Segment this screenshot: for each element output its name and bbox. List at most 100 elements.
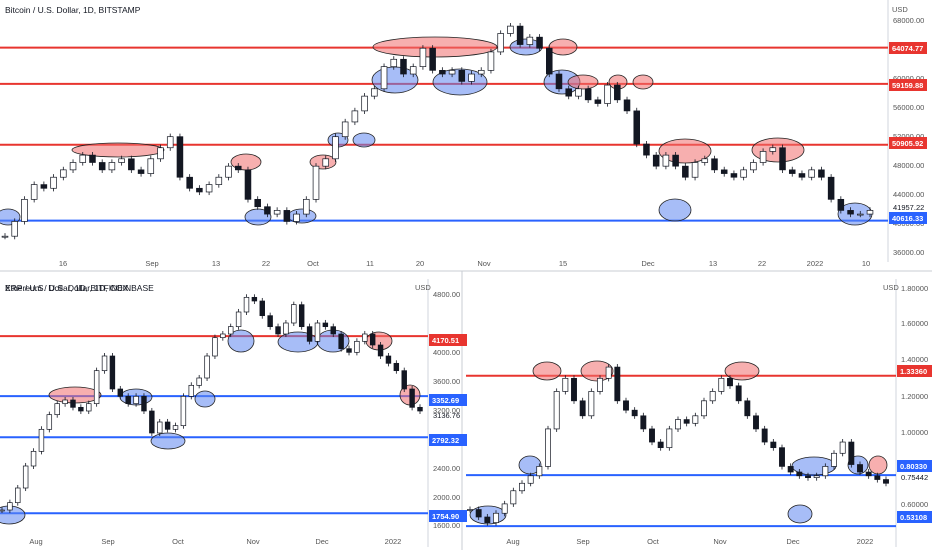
- candle: [293, 213, 300, 222]
- y-tick-label: 1.40000: [901, 355, 928, 364]
- candle: [385, 355, 392, 364]
- y-tick-label: 3600.00: [433, 377, 460, 386]
- y-tick-label: 4800.00: [433, 290, 460, 299]
- currency-label: USD: [892, 5, 908, 14]
- resistance-marker: [71, 142, 165, 158]
- candle: [857, 213, 864, 216]
- candle: [215, 176, 223, 185]
- candle: [761, 428, 768, 443]
- candle: [604, 84, 611, 104]
- y-tick-label: 1.80000: [901, 284, 928, 293]
- candle: [303, 198, 310, 215]
- candle: [212, 337, 218, 357]
- candle: [228, 326, 234, 335]
- candle: [701, 158, 709, 163]
- candle: [11, 221, 18, 237]
- candle: [759, 151, 767, 163]
- candle: [718, 377, 725, 392]
- y-tick-label: 48000.00: [893, 161, 924, 170]
- plot-area: [466, 360, 896, 528]
- x-tick-label: 11: [366, 259, 374, 268]
- chart-title: Ethereum / U.S. Dollar, 1D, COINBASE: [5, 283, 154, 293]
- candle: [205, 184, 213, 193]
- candle: [393, 362, 400, 372]
- candle: [516, 25, 524, 45]
- candle: [89, 154, 96, 163]
- candle: [837, 198, 845, 211]
- candle: [409, 388, 415, 408]
- candle: [314, 322, 321, 342]
- price-label: 41957.22: [893, 203, 924, 212]
- x-tick-label: Oct: [307, 259, 320, 268]
- candle: [417, 406, 423, 412]
- candle: [109, 355, 116, 390]
- x-tick-label: 2022: [857, 537, 874, 546]
- candle: [831, 452, 837, 467]
- candle: [176, 136, 184, 178]
- candle: [98, 162, 106, 171]
- chart-title: XRP / U.S. Dollar, 1D, BITFINEX: [5, 283, 129, 293]
- x-tick-label: Sep: [145, 259, 158, 268]
- candle: [546, 47, 553, 75]
- chart-panel-2: XRP / U.S. Dollar, 1D, BITFINEX USD 1.8000…: [5, 279, 932, 547]
- price-label-box: [429, 434, 467, 446]
- x-tick-label: 22: [262, 259, 270, 268]
- currency-label: USD: [883, 283, 899, 292]
- candle: [493, 512, 499, 523]
- x-tick-label: 20: [416, 259, 424, 268]
- candle: [439, 69, 446, 75]
- candle: [730, 173, 738, 178]
- candle: [683, 419, 690, 424]
- resistance-marker: [632, 74, 654, 90]
- candle: [400, 58, 407, 75]
- candle: [727, 377, 733, 387]
- x-tick-label: Aug: [29, 537, 42, 546]
- candle: [691, 162, 699, 178]
- candle: [186, 176, 193, 189]
- x-tick-label: 10: [862, 259, 870, 268]
- candle: [753, 415, 759, 430]
- candle: [70, 399, 76, 408]
- candle: [750, 162, 757, 171]
- candle: [744, 400, 751, 417]
- resistance-marker: [658, 138, 712, 164]
- candle: [497, 33, 504, 53]
- candle: [22, 465, 29, 489]
- resistance-marker: [532, 361, 562, 381]
- candle: [60, 169, 67, 178]
- candle: [484, 516, 491, 523]
- candle: [369, 333, 376, 346]
- candle: [38, 428, 45, 452]
- candle: [133, 395, 139, 405]
- x-tick-label: Nov: [246, 537, 260, 546]
- candle: [234, 165, 242, 171]
- candle: [291, 304, 297, 324]
- candle: [62, 399, 68, 405]
- candle: [259, 300, 265, 317]
- candle: [519, 482, 525, 492]
- y-tick-label: 44000.00: [893, 190, 924, 199]
- candle: [692, 415, 699, 424]
- candle: [526, 36, 534, 45]
- y-tick-label: 60000.00: [893, 74, 924, 83]
- candle: [69, 162, 77, 171]
- candle: [157, 147, 164, 160]
- price-label: 64074.77: [892, 44, 923, 53]
- candle: [597, 377, 603, 392]
- candle: [614, 84, 621, 101]
- candle: [196, 377, 202, 386]
- price-label: 0.75442: [901, 473, 928, 482]
- price-label-box: [429, 394, 467, 406]
- candle: [93, 370, 100, 405]
- candle: [740, 169, 747, 178]
- chart-panel-0: Bitcoin / U.S. Dollar, 1D, BITSTAMP USD 68…: [0, 0, 927, 268]
- candle: [588, 391, 595, 417]
- x-tick-label: 16: [59, 259, 67, 268]
- candle: [779, 447, 785, 467]
- candle: [312, 165, 320, 200]
- candle: [101, 355, 108, 372]
- candle: [346, 348, 352, 353]
- y-tick-label: 1.00000: [901, 428, 928, 437]
- candle: [865, 471, 872, 477]
- candle: [0, 509, 5, 512]
